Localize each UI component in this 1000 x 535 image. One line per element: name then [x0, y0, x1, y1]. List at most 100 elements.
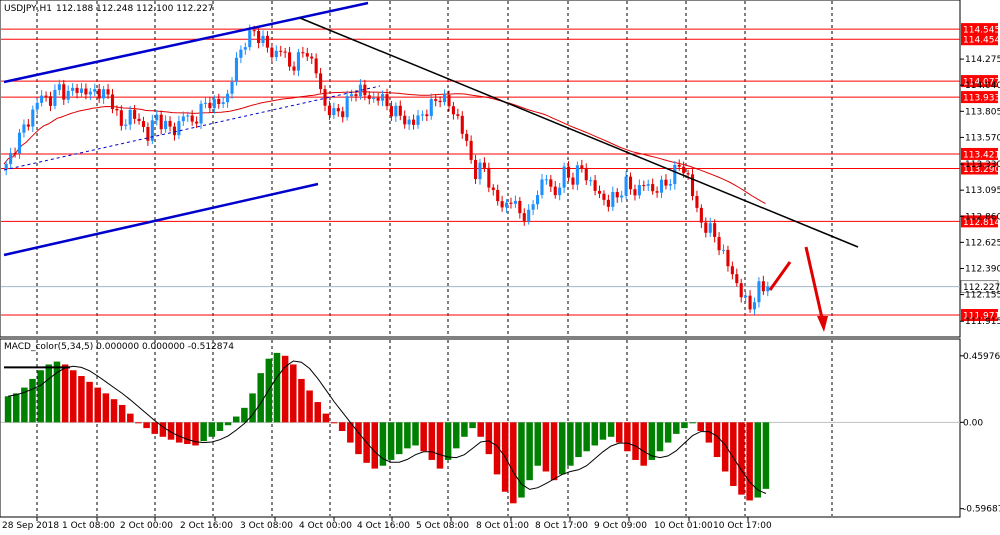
time-label: 10 Oct 17:00	[713, 521, 772, 531]
candle-body	[48, 96, 53, 106]
candle-body	[496, 189, 500, 202]
trend-line[interactable]	[299, 17, 859, 248]
candle-body	[102, 89, 106, 99]
macd-bar	[453, 422, 460, 449]
candle-body	[469, 140, 473, 160]
candle-body	[699, 207, 703, 223]
candle-body	[53, 89, 57, 106]
candle-body	[164, 120, 168, 130]
candle-body	[527, 209, 531, 221]
candle-body	[443, 95, 447, 103]
horizontal-levels	[1, 28, 960, 316]
candle-body	[248, 30, 252, 48]
macd-histogram	[1, 352, 960, 504]
candle-body	[93, 89, 97, 92]
candle-body	[615, 191, 619, 198]
candle-body	[668, 184, 672, 186]
current-price-box	[960, 280, 999, 294]
candle-body	[208, 102, 212, 109]
macd-bar	[314, 402, 321, 423]
macd-bar	[721, 422, 729, 472]
channel-upper-line[interactable]	[3, 1, 369, 84]
candle-body	[637, 185, 641, 196]
level-label: 114.545	[963, 26, 1000, 36]
candle-body	[589, 180, 593, 182]
candle-body	[540, 179, 544, 196]
candle-body	[372, 97, 376, 99]
candle-body	[646, 184, 650, 186]
candle-body	[708, 223, 712, 233]
macd-bar	[632, 422, 639, 460]
candle-body	[460, 115, 464, 134]
arrow-down-line[interactable]	[804, 246, 824, 319]
candle-body	[664, 179, 668, 186]
candle-body	[651, 184, 655, 192]
macd-bar	[436, 422, 444, 469]
macd-bar	[37, 370, 44, 423]
price-tick-label: 114.040	[965, 81, 1000, 91]
candle-body	[141, 121, 146, 127]
candle-body	[744, 295, 748, 298]
macd-bar	[379, 422, 387, 466]
candle-body	[553, 186, 557, 196]
candle-body	[584, 168, 588, 181]
candle-body	[602, 193, 606, 200]
candle-body	[535, 195, 540, 205]
candle-body	[150, 120, 154, 141]
candle-body	[177, 121, 181, 136]
macd-bar	[420, 422, 427, 452]
macd-bar	[485, 422, 493, 455]
macd-bar	[110, 399, 118, 423]
candle-body	[624, 176, 628, 196]
candle-body	[301, 52, 305, 54]
macd-bar	[232, 416, 240, 423]
level-label-box	[961, 215, 998, 228]
macd-bar	[550, 422, 558, 481]
channel-mid-line[interactable]	[3, 85, 381, 171]
macd-bar	[224, 422, 232, 426]
macd-bar	[249, 393, 256, 423]
candle-body	[181, 116, 185, 122]
candle-body	[531, 204, 535, 210]
macd-bar	[526, 422, 533, 481]
macd-bar	[273, 352, 281, 423]
candle-body	[212, 98, 216, 109]
price-tick-label: 112.860	[965, 212, 1000, 222]
level-label-box	[961, 309, 998, 322]
candle-body	[327, 105, 331, 116]
candle-body	[513, 200, 517, 204]
candle-body	[199, 103, 203, 124]
candle-body	[203, 102, 208, 104]
channel-lower-line[interactable]	[3, 182, 319, 257]
candle-body	[314, 58, 318, 74]
candle-body	[593, 180, 597, 191]
candle-body	[611, 191, 615, 207]
moving-average	[3, 91, 766, 205]
candle-body	[690, 174, 695, 196]
macd-bar	[673, 422, 680, 434]
macd-bar	[493, 422, 501, 475]
macd-bar	[583, 422, 590, 452]
candle-body	[110, 94, 115, 109]
candle-body	[265, 35, 270, 48]
candle-body	[230, 81, 234, 94]
macd-bar	[738, 422, 745, 495]
time-label: 2 Oct 00:00	[120, 521, 173, 531]
macd-bar	[281, 355, 289, 423]
candle-body	[766, 286, 770, 292]
candle-body	[677, 164, 681, 167]
candle-body	[57, 84, 61, 90]
candle-body	[434, 99, 438, 101]
macd-bar	[78, 376, 85, 423]
arrow-up-line[interactable]	[768, 261, 792, 291]
level-label-box	[961, 147, 998, 160]
candle-body	[363, 84, 367, 96]
candle-body	[88, 91, 92, 95]
candle-body	[544, 179, 548, 181]
macd-bar	[428, 422, 436, 460]
candle-body	[190, 115, 194, 122]
price-tick-label: 112.625	[965, 238, 1000, 248]
macd-bar	[86, 381, 93, 423]
macd-bar	[306, 390, 313, 423]
